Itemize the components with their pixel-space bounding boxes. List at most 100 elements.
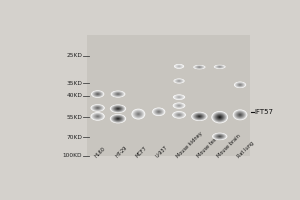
Ellipse shape [110,114,125,123]
Ellipse shape [177,66,181,67]
Ellipse shape [113,106,123,111]
Ellipse shape [194,65,205,69]
Ellipse shape [117,93,119,95]
Ellipse shape [91,105,104,111]
Text: IFT57: IFT57 [254,109,273,115]
Ellipse shape [177,80,181,82]
Ellipse shape [196,114,203,118]
Ellipse shape [111,91,125,97]
Ellipse shape [175,95,183,99]
Ellipse shape [193,65,206,69]
Ellipse shape [233,109,248,120]
Ellipse shape [235,111,246,119]
Ellipse shape [154,109,163,115]
Ellipse shape [115,107,122,110]
Ellipse shape [112,106,124,112]
Ellipse shape [195,114,204,119]
Ellipse shape [177,105,181,107]
Ellipse shape [198,67,201,68]
Ellipse shape [112,116,123,122]
Ellipse shape [96,93,99,95]
Ellipse shape [92,91,104,97]
Ellipse shape [95,106,100,109]
Ellipse shape [238,113,242,117]
Ellipse shape [155,110,162,114]
Ellipse shape [193,113,206,120]
Ellipse shape [93,91,103,97]
Ellipse shape [173,103,185,108]
Ellipse shape [132,109,145,119]
Ellipse shape [175,104,183,108]
Ellipse shape [136,112,141,116]
Ellipse shape [178,66,179,67]
Ellipse shape [238,84,242,86]
Ellipse shape [94,114,102,119]
Ellipse shape [236,83,244,87]
Ellipse shape [177,114,181,116]
Ellipse shape [113,92,123,96]
Ellipse shape [176,65,181,68]
Ellipse shape [92,91,103,97]
Ellipse shape [174,112,184,118]
Ellipse shape [97,116,98,117]
Ellipse shape [112,91,124,97]
Ellipse shape [239,114,241,116]
Ellipse shape [176,113,182,116]
Ellipse shape [233,110,247,120]
Text: 25KD: 25KD [67,53,82,58]
Ellipse shape [216,115,223,120]
Ellipse shape [215,65,225,68]
Ellipse shape [174,64,184,69]
Ellipse shape [236,82,244,87]
Ellipse shape [158,111,159,112]
Ellipse shape [117,118,119,119]
Ellipse shape [116,108,120,110]
Text: 55KD: 55KD [67,115,82,120]
Ellipse shape [116,93,120,95]
Ellipse shape [216,114,224,120]
Ellipse shape [175,64,183,68]
Ellipse shape [193,113,206,120]
Text: HT-29: HT-29 [115,145,128,159]
Ellipse shape [114,92,122,96]
Ellipse shape [110,114,126,123]
Ellipse shape [131,109,145,119]
Ellipse shape [92,113,103,120]
Ellipse shape [97,107,99,109]
Ellipse shape [218,116,222,119]
Ellipse shape [92,105,103,111]
Ellipse shape [197,115,202,118]
Ellipse shape [216,135,224,138]
Ellipse shape [93,105,102,110]
Ellipse shape [173,112,185,118]
Ellipse shape [236,112,244,118]
Ellipse shape [177,80,182,82]
Ellipse shape [115,117,121,120]
Ellipse shape [138,114,139,115]
Ellipse shape [173,94,185,100]
Ellipse shape [234,82,246,88]
Ellipse shape [97,93,99,95]
Text: Mouse brain: Mouse brain [216,133,242,159]
Ellipse shape [177,96,181,98]
Ellipse shape [174,103,184,108]
Bar [88,35,250,156]
Ellipse shape [176,104,182,107]
Ellipse shape [174,64,184,68]
Ellipse shape [172,111,186,119]
Ellipse shape [136,112,141,116]
Text: 70KD: 70KD [67,135,82,140]
Text: MCF7: MCF7 [135,145,148,159]
Ellipse shape [134,110,143,118]
Ellipse shape [95,115,100,118]
Ellipse shape [92,113,103,120]
Text: Mouse testis: Mouse testis [196,133,222,159]
Ellipse shape [152,108,165,116]
Ellipse shape [173,111,185,118]
Ellipse shape [114,107,122,111]
Ellipse shape [199,116,200,117]
Ellipse shape [214,65,226,69]
Ellipse shape [235,82,246,88]
Ellipse shape [216,65,224,68]
Ellipse shape [218,116,221,118]
